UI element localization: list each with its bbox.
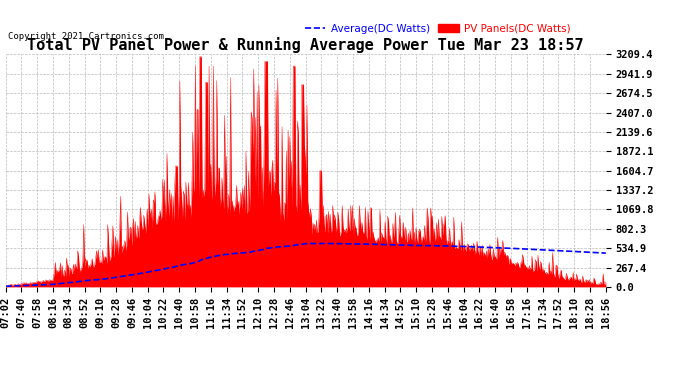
Legend: Average(DC Watts), PV Panels(DC Watts): Average(DC Watts), PV Panels(DC Watts) [305,24,571,33]
Text: Copyright 2021 Cartronics.com: Copyright 2021 Cartronics.com [8,32,164,41]
Title: Total PV Panel Power & Running Average Power Tue Mar 23 18:57: Total PV Panel Power & Running Average P… [28,37,584,53]
